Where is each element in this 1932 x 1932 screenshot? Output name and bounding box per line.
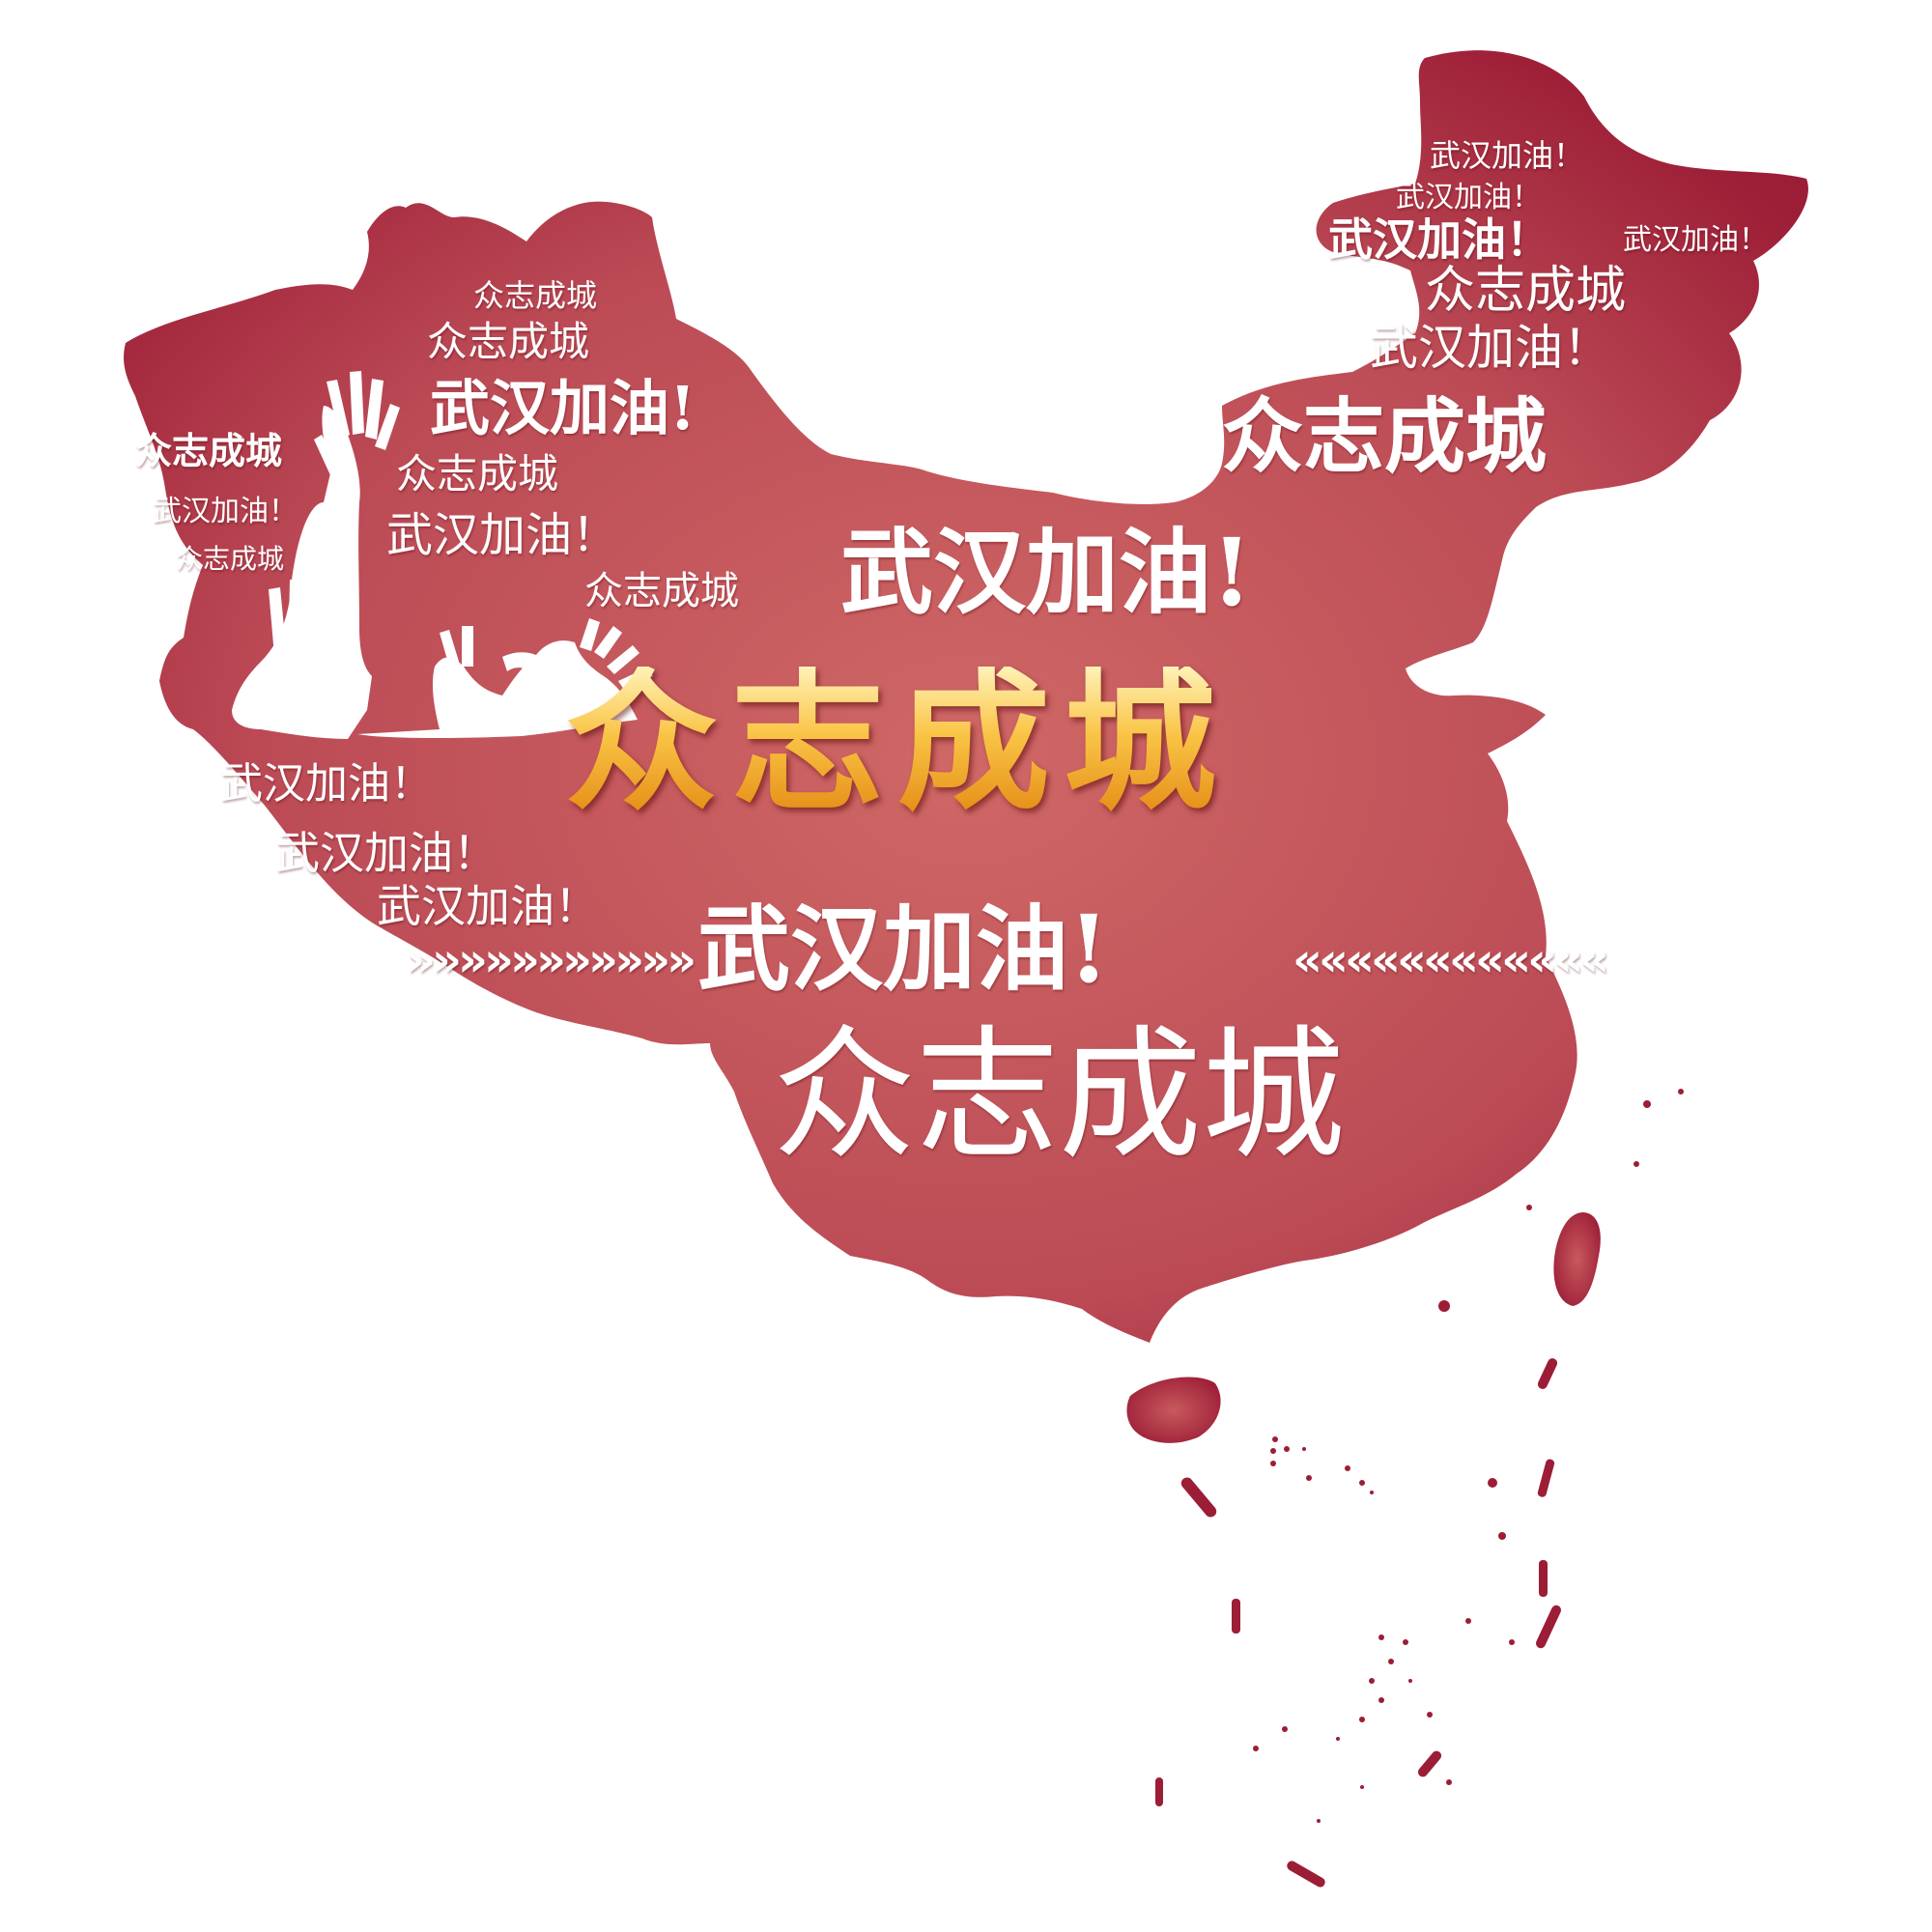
label-w-2: 武汉加油！ xyxy=(153,495,298,528)
label-nw-2: 众志成城 xyxy=(427,318,590,365)
hainan-island-shape xyxy=(1126,1377,1221,1443)
arrows-left: «««««««««««« xyxy=(1293,933,1609,987)
label-ne-2: 武汉加油！ xyxy=(1396,181,1541,214)
label-sw-3: 武汉加油！ xyxy=(377,880,599,932)
label-sw-2: 武汉加油！ xyxy=(275,827,497,879)
raised-hands-silhouette-icon xyxy=(232,371,653,739)
label-nw-6: 众志成城 xyxy=(584,569,739,613)
label-ne-5: 众志成城 xyxy=(1425,262,1627,320)
label-w-1: 众志成城 xyxy=(135,430,283,472)
china-mainland-shape xyxy=(124,50,1808,1343)
south-china-sea-islands-icon xyxy=(1155,1089,1684,1888)
label-nw-5: 武汉加油！ xyxy=(386,508,619,562)
label-sw-1: 武汉加油！ xyxy=(220,759,433,809)
arrows-right: »»»»»»»»»»» xyxy=(406,933,696,987)
label-center-2: 武汉加油! xyxy=(697,895,1110,1004)
label-center-1: 武汉加油! xyxy=(840,518,1253,627)
label-ne-3: 武汉加油！ xyxy=(1328,213,1550,266)
label-ne-1: 武汉加油！ xyxy=(1430,137,1585,174)
label-w-3: 众志成城 xyxy=(176,543,285,575)
label-nw-3: 武汉加油! xyxy=(430,373,696,443)
label-south-big: 众志成城 xyxy=(773,1012,1345,1179)
label-ne-7: 众志成城 xyxy=(1222,388,1548,484)
label-ne-4: 武汉加油！ xyxy=(1623,223,1768,257)
main-title: 众志成城 xyxy=(565,653,1230,832)
label-nw-1: 众志成城 xyxy=(473,277,598,314)
taiwan-island-shape xyxy=(1553,1212,1601,1306)
label-nw-4: 众志成城 xyxy=(396,450,559,497)
label-ne-6: 武汉加油！ xyxy=(1370,320,1611,376)
